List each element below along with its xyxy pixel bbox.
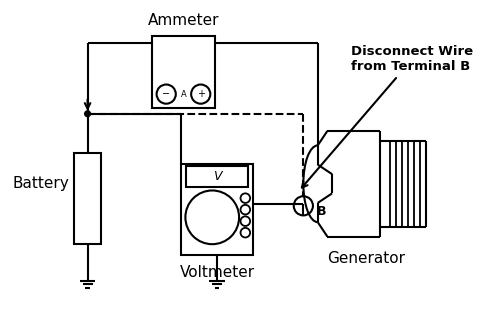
Text: Voltmeter: Voltmeter bbox=[180, 265, 254, 280]
Bar bbox=[152, 36, 214, 108]
Text: Battery: Battery bbox=[12, 176, 70, 191]
Text: V: V bbox=[213, 170, 222, 183]
Text: B: B bbox=[317, 205, 326, 218]
Bar bbox=[74, 153, 101, 244]
Text: −: − bbox=[162, 89, 170, 99]
Bar bbox=[181, 164, 253, 255]
Circle shape bbox=[84, 111, 90, 117]
Text: Disconnect Wire
from Terminal B: Disconnect Wire from Terminal B bbox=[302, 45, 474, 188]
Bar bbox=[186, 166, 248, 187]
Text: Generator: Generator bbox=[326, 251, 404, 266]
Text: +: + bbox=[196, 89, 204, 99]
Text: Ammeter: Ammeter bbox=[148, 13, 219, 28]
Text: A: A bbox=[180, 90, 186, 99]
